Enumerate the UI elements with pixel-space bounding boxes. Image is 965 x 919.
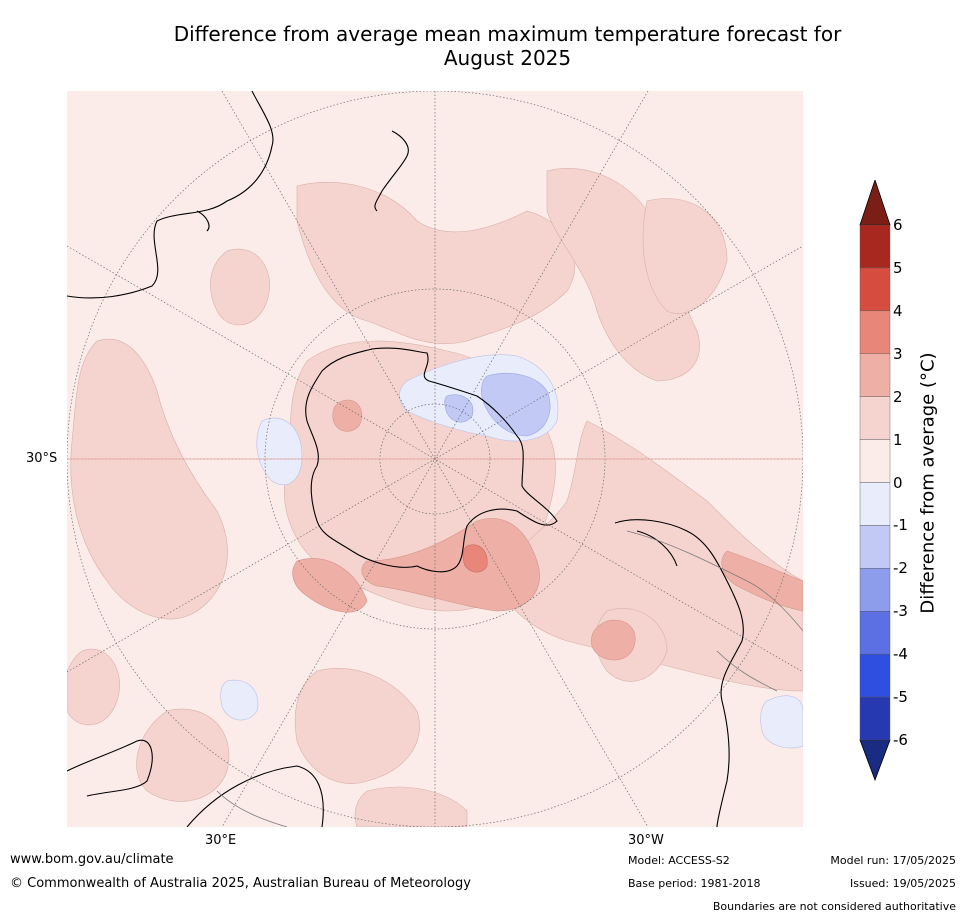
colorbar-blocks — [859, 224, 891, 741]
colorbar-block — [859, 310, 891, 354]
title-line-2: August 2025 — [443, 46, 572, 70]
colorbar-block — [859, 525, 891, 569]
colorbar-block — [859, 267, 891, 312]
colorbar-tick-label: 1 — [893, 430, 903, 449]
colorbar-block — [859, 568, 891, 612]
colorbar-tick-label: 3 — [893, 344, 903, 363]
anomaly-3-to-4 — [462, 544, 488, 573]
colorbar-block — [859, 696, 891, 741]
colorbar-top-arrow — [859, 178, 891, 226]
colorbar-label: Difference from average (°C) — [917, 352, 939, 614]
colorbar-tick-label: 2 — [893, 387, 903, 406]
lon-label-30e: 30°E — [205, 833, 237, 848]
colorbar-block — [859, 653, 891, 698]
colorbar-block — [859, 396, 891, 440]
colorbar-block — [859, 611, 891, 655]
footer-model-run: Model run: 17/05/2025 — [830, 854, 956, 867]
colorbar-bottom-arrow — [859, 739, 891, 782]
colorbar-tick-label: -6 — [893, 731, 908, 749]
polar-map — [67, 91, 803, 827]
map-title: Difference from average mean maximum tem… — [60, 22, 955, 70]
colorbar-tick-label: 6 — [893, 216, 903, 234]
anomaly-2-to-3 — [292, 399, 803, 661]
anomaly-minus1-to-minus2 — [444, 373, 551, 437]
colorbar-tick-label: -5 — [893, 688, 908, 707]
coastlines — [67, 91, 744, 827]
colorbar-block — [859, 353, 891, 397]
colorbar-tick-label: 0 — [893, 473, 903, 492]
colorbar-tick-label: -3 — [893, 602, 908, 621]
footer-website[interactable]: www.bom.gov.au/climate — [10, 852, 174, 867]
footer-issued: Issued: 19/05/2025 — [849, 877, 956, 890]
footer-copyright: © Commonwealth of Australia 2025, Austra… — [10, 876, 471, 891]
colorbar-block — [859, 224, 891, 269]
footer-base-period: Base period: 1981-2018 — [628, 877, 761, 890]
colorbar-block — [859, 439, 891, 483]
colorbar — [855, 178, 925, 785]
colorbar-tick-label: -1 — [893, 516, 908, 535]
borders — [216, 530, 803, 827]
lon-label-30w: 30°W — [628, 833, 664, 848]
lat-label-30s: 30°S — [26, 451, 58, 466]
colorbar-tick-label: -4 — [893, 645, 908, 664]
title-line-1: Difference from average mean maximum tem… — [173, 22, 842, 46]
footer-disclaimer: Boundaries are not considered authoritat… — [712, 900, 956, 913]
colorbar-tick-label: -2 — [893, 559, 908, 578]
colorbar-tick-label: 5 — [893, 258, 903, 277]
footer-model: Model: ACCESS-S2 — [628, 854, 730, 867]
colorbar-block — [859, 482, 891, 526]
colorbar-tick-label: 4 — [893, 301, 903, 320]
